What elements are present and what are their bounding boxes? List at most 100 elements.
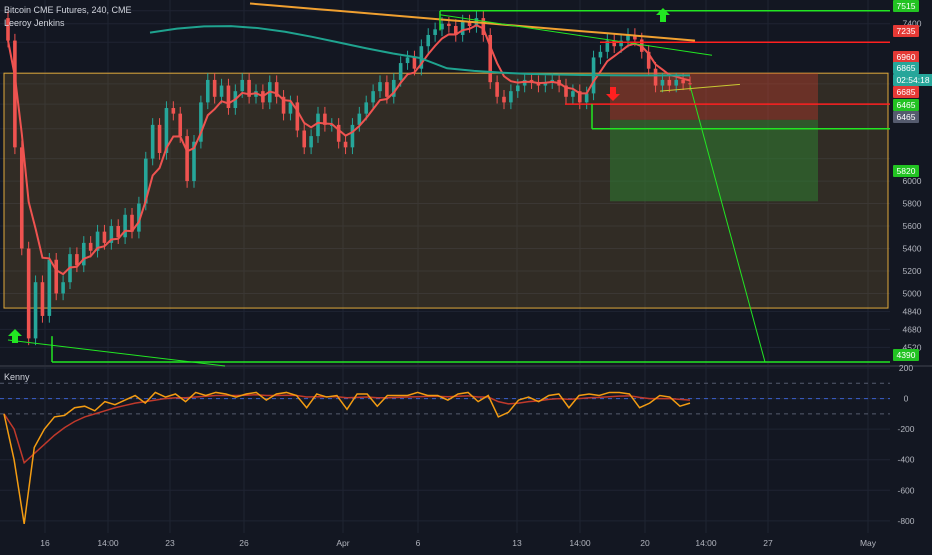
orange-ma-line: [249, 2, 696, 42]
candle-body-71: [495, 82, 499, 97]
candle-body-24: [171, 108, 176, 114]
candle-body-3: [26, 248, 31, 339]
candle-body-14: [102, 231, 107, 243]
candle-body-65: [453, 25, 458, 35]
price-tag-label-0: 7515: [897, 1, 916, 11]
candle-body-83: [577, 91, 582, 103]
candle-body-6: [47, 259, 52, 316]
candle-body-94: [653, 68, 658, 86]
candle-body-32: [226, 85, 231, 109]
candle-body-16: [116, 226, 121, 238]
candle-body-18: [130, 214, 134, 232]
candle-body-96: [667, 79, 672, 86]
candle-body-30: [212, 79, 217, 97]
y-tick-label-3: 5000: [903, 288, 922, 298]
x-tick-label-10: 27: [763, 538, 773, 548]
price-tag-bg-1: [893, 25, 919, 37]
candle-body-99: [688, 83, 692, 85]
osc-y-tick-label-3: -400: [897, 455, 914, 465]
price-tag-bg-4: [893, 74, 932, 86]
candle-body-26: [185, 136, 189, 182]
candle-body-93: [646, 51, 651, 69]
candle-body-74: [515, 85, 520, 92]
price-tag-bg-8: [893, 165, 919, 177]
candle-body-51: [357, 113, 362, 125]
candle-body-98: [681, 79, 685, 84]
candle-body-10: [75, 254, 79, 266]
candle-body-56: [391, 79, 396, 97]
price-tag-bg-9: [893, 349, 919, 361]
zones: [3, 72, 889, 309]
y-tick-label-8: 6000: [903, 176, 922, 186]
candle-body-97: [674, 79, 679, 86]
candle-body-1: [13, 40, 17, 148]
candle-body-22: [157, 124, 162, 153]
price-tag-label-7: 6465: [897, 112, 916, 122]
candle-body-44: [309, 136, 313, 148]
y-tick-label-15: 7400: [903, 19, 922, 29]
candle-body-8: [61, 282, 65, 294]
candle-body-86: [598, 51, 603, 58]
author-name: Leeroy Jenkins: [4, 18, 65, 28]
candle-body-21: [150, 124, 155, 159]
y-tick-label-0: 4520: [903, 342, 922, 352]
signal-arrows: [8, 8, 670, 343]
sell-arrow-icon: [606, 87, 620, 101]
candle-body-64: [447, 23, 451, 26]
candle-body-88: [612, 40, 617, 47]
price-tag-bg-7: [893, 111, 919, 123]
price-tag-bg-5: [893, 86, 919, 98]
candle-body-40: [281, 96, 286, 114]
candle-body-31: [219, 85, 224, 97]
candle-body-78: [543, 82, 548, 86]
candle-body-67: [467, 21, 472, 26]
y-tick-label-5: 5400: [903, 243, 922, 253]
candle-body-4: [33, 282, 38, 339]
buy-arrow-icon-top: [656, 8, 670, 22]
osc-y-tick-label-4: -600: [897, 485, 914, 495]
candle-body-29: [205, 79, 210, 103]
candle-body-82: [571, 91, 575, 97]
candle-body-48: [336, 124, 341, 142]
price-tag-label-6: 6465: [897, 100, 916, 110]
candle-body-87: [605, 40, 610, 52]
axes: 4520 4680 4840 5000 5200 5400 5600 5800 6000 7400…: [40, 19, 921, 548]
reward-zone: [610, 119, 818, 202]
candle-body-72: [502, 96, 506, 103]
teal-ma-line: [149, 25, 691, 77]
candle-body-2: [19, 147, 24, 249]
candle-body-28: [199, 102, 203, 142]
candle-body-57: [398, 63, 403, 80]
price-series: [6, 2, 766, 367]
price-tag-bg-2: [893, 51, 919, 63]
osc-y-tick-label-0: 200: [899, 363, 913, 373]
x-tick-label-4: Apr: [336, 538, 349, 548]
osc-y-tick-label-5: -800: [897, 516, 914, 526]
candle-body-20: [143, 158, 148, 204]
candle-body-43: [302, 130, 307, 148]
x-tick-label-8: 20: [640, 538, 650, 548]
candle-body-73: [509, 91, 513, 103]
y-tick-label-7: 5800: [903, 199, 922, 209]
price-tag-bg-6: [893, 99, 919, 111]
y-tick-label-4: 5200: [903, 266, 922, 276]
oscillator-pane: [0, 382, 890, 525]
candle-body-61: [426, 34, 431, 47]
candle-body-45: [316, 113, 320, 137]
candle-body-39: [274, 82, 279, 97]
candle-body-81: [564, 85, 568, 97]
indicator-name: Kenny: [4, 372, 30, 382]
y-tick-label-1: 4680: [903, 324, 922, 334]
candle-body-25: [178, 113, 183, 137]
candle-body-17: [123, 214, 127, 238]
price-tag-bg-0: [893, 0, 919, 12]
osc-y-tick-label-1: 0: [904, 394, 909, 404]
wedge-line: [659, 83, 741, 92]
candle-body-0: [6, 18, 10, 41]
buy-arrow-icon-bottom: [8, 329, 22, 343]
x-tick-label-1: 14:00: [97, 538, 119, 548]
price-tag-label-2: 6960: [897, 52, 916, 62]
